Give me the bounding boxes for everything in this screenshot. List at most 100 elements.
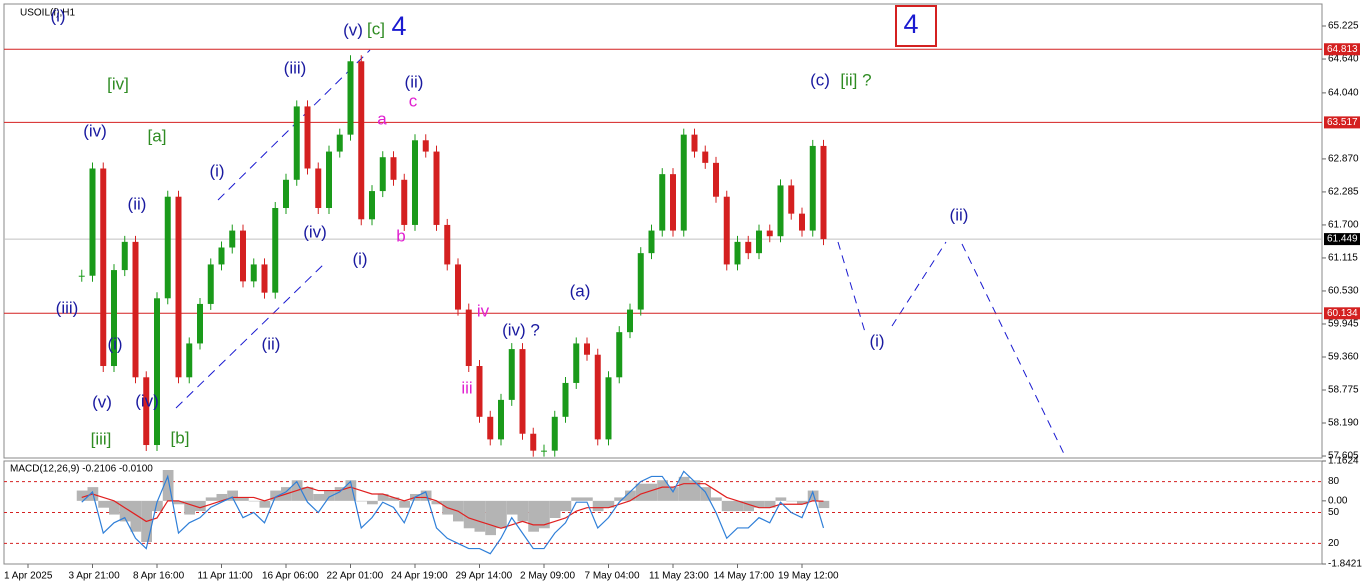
x-tick-label: 29 Apr 14:00	[456, 571, 513, 582]
macd-bar	[743, 500, 754, 512]
macd-bar	[678, 476, 690, 501]
x-tick-label: 22 Apr 01:00	[327, 571, 384, 582]
projection-line	[891, 241, 947, 327]
candle	[702, 151, 709, 163]
candle	[745, 241, 752, 254]
y-tick-label: 20	[1328, 538, 1340, 549]
wave-label: (ii)	[950, 205, 969, 224]
macd-bar	[754, 500, 765, 508]
macd-bar	[485, 500, 496, 536]
macd-bar	[549, 500, 561, 518]
candle	[175, 196, 182, 378]
candle	[627, 309, 633, 333]
macd-bar	[764, 500, 776, 508]
macd-bar	[431, 500, 443, 505]
wave-label: (ii)	[128, 194, 147, 213]
candle	[756, 230, 762, 254]
candle	[562, 382, 569, 417]
level-tag	[1324, 116, 1360, 129]
macd-bar	[474, 500, 486, 532]
wave-label: [a]	[148, 126, 167, 145]
y-tick-label: 61.700	[1328, 220, 1359, 231]
candle	[648, 230, 655, 254]
candle	[240, 230, 246, 282]
candle	[680, 134, 687, 231]
wave-label: [c]	[367, 19, 385, 38]
y-tick-label: 59.360	[1328, 352, 1359, 363]
y-tick-label: 57.605	[1328, 451, 1359, 462]
indicator-line	[81, 483, 824, 529]
candle	[670, 174, 676, 231]
macd-bar	[377, 493, 389, 501]
macd-bar	[367, 500, 378, 505]
x-tick-label: 11 May 23:00	[649, 571, 709, 582]
macd-bar	[635, 483, 647, 501]
wave-label: (i)	[209, 161, 224, 180]
candle	[820, 145, 827, 240]
macd-bar	[227, 490, 238, 501]
y-tick-label: 62.285	[1328, 187, 1359, 198]
y-tick-label: 1.1624	[1328, 456, 1359, 467]
candle	[594, 354, 601, 440]
macd-bar	[162, 469, 174, 501]
candle	[218, 247, 225, 265]
candle	[584, 343, 590, 355]
macd-bar	[603, 500, 615, 508]
wave-label: (iv) ?	[502, 320, 540, 339]
x-tick-label: 24 Apr 19:00	[391, 571, 448, 582]
wave-label: 4	[391, 11, 406, 41]
macd-bar	[130, 500, 142, 532]
wave-label: (i)	[50, 6, 65, 25]
wave-label: (iii)	[56, 298, 79, 317]
macd-bar	[528, 500, 539, 532]
candle	[401, 179, 408, 225]
wave-label: a	[377, 109, 387, 128]
candle	[207, 264, 214, 304]
candle	[723, 196, 730, 265]
macd-bar	[775, 497, 787, 501]
macd-bar	[259, 500, 271, 508]
candle	[487, 416, 494, 440]
macd-bar	[614, 497, 625, 501]
main-panel	[3, 3, 1323, 459]
candle	[530, 433, 537, 451]
candle	[637, 253, 644, 310]
macd-bar	[270, 490, 281, 501]
macd-bar	[592, 500, 604, 512]
candle	[465, 309, 472, 367]
candle	[121, 241, 128, 271]
x-tick-label: 19 May 12:00	[778, 571, 839, 582]
wave-label: (ii)	[405, 72, 424, 91]
macd-bar	[560, 500, 572, 512]
x-tick-label: 16 Apr 06:00	[262, 571, 319, 582]
macd-bar	[334, 487, 346, 501]
candle	[293, 106, 300, 180]
candle	[132, 241, 139, 378]
level-label: 64.813	[1327, 44, 1358, 55]
macd-bar	[657, 480, 668, 501]
x-tick-label: 11 Apr 11:00	[198, 571, 254, 582]
candle	[315, 168, 322, 209]
y-tick-label: -1.8421	[1328, 559, 1362, 570]
candle	[498, 399, 504, 440]
x-tick-label: 2 May 09:00	[520, 571, 575, 582]
candle	[100, 168, 107, 367]
wave-label: b	[396, 226, 405, 245]
level-tag	[1324, 43, 1360, 56]
y-tick-label: 0.00	[1328, 495, 1348, 506]
macd-bar	[119, 500, 131, 522]
wave-label: [iii]	[91, 429, 112, 448]
y-tick-label: 80	[1328, 476, 1340, 487]
candle	[476, 366, 483, 417]
macd-bar	[388, 497, 400, 501]
level-tag	[1324, 307, 1360, 320]
macd-bar	[109, 500, 120, 515]
y-tick-label: 61.115	[1328, 253, 1358, 264]
macd-bar	[786, 500, 797, 502]
wave-label: (i)	[869, 331, 884, 350]
candle	[111, 270, 117, 367]
candle	[412, 140, 418, 225]
candle	[422, 140, 429, 152]
candle	[444, 224, 451, 265]
